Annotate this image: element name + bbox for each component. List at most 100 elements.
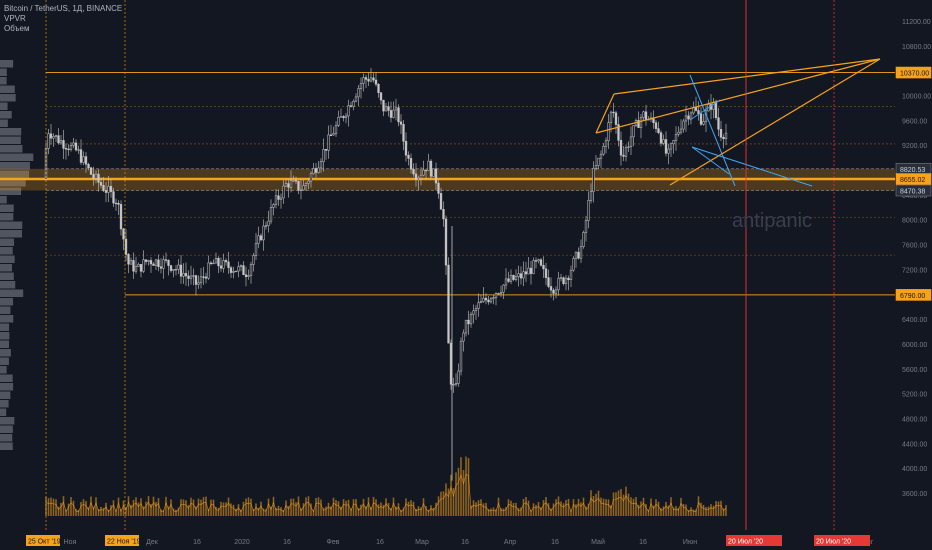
volume-bar bbox=[307, 496, 310, 516]
candle-body bbox=[142, 259, 145, 272]
volume-bar bbox=[227, 497, 230, 516]
volume-bar bbox=[687, 509, 690, 516]
symbol-title[interactable]: Bitcoin / TetherUS, 1Д, BINANCE bbox=[4, 4, 123, 13]
price-label-box bbox=[895, 66, 932, 79]
candle-body bbox=[569, 269, 573, 280]
volume-bar bbox=[600, 497, 602, 516]
candle-body bbox=[372, 77, 375, 81]
candle-body bbox=[497, 293, 500, 295]
volume-bar bbox=[135, 497, 137, 516]
time-highlight-label: 25 Окт '19 bbox=[28, 539, 61, 546]
volume-bar bbox=[50, 497, 52, 516]
candle-body bbox=[509, 275, 513, 282]
volume-bar bbox=[95, 497, 97, 516]
volume-bar bbox=[270, 506, 272, 516]
volume-bar bbox=[360, 504, 362, 516]
volume-bar bbox=[425, 506, 427, 516]
candle-body bbox=[214, 257, 218, 264]
volume-bar bbox=[272, 496, 275, 516]
candle-body bbox=[407, 154, 410, 159]
volume-bars bbox=[45, 456, 727, 516]
candle-body bbox=[197, 282, 200, 285]
volume-bar bbox=[147, 496, 150, 516]
candle-body bbox=[467, 319, 470, 325]
volume-bar bbox=[112, 500, 115, 516]
candle-body bbox=[304, 183, 308, 186]
volume-bar bbox=[172, 508, 175, 516]
volume-bar bbox=[397, 503, 400, 516]
candle-body bbox=[312, 168, 315, 174]
volume-bar bbox=[667, 505, 670, 516]
candle-body bbox=[354, 96, 358, 102]
volume-bar bbox=[685, 504, 687, 516]
candle-body bbox=[97, 173, 100, 183]
candle-body bbox=[544, 268, 548, 278]
candle-body bbox=[462, 332, 465, 342]
candle-body bbox=[399, 121, 403, 125]
candle-body bbox=[307, 180, 310, 184]
candle-body bbox=[694, 107, 698, 111]
indicator-volume[interactable]: Объем bbox=[4, 24, 30, 33]
volume-bar bbox=[315, 498, 317, 516]
candle-body bbox=[479, 301, 483, 303]
candle-body bbox=[674, 134, 678, 141]
volume-bar bbox=[310, 503, 312, 516]
vpvr-bar bbox=[0, 238, 15, 246]
candle-body bbox=[574, 251, 578, 259]
candle-body bbox=[289, 180, 293, 188]
volume-bar bbox=[475, 502, 477, 516]
volume-bar bbox=[332, 497, 335, 516]
candle-body bbox=[299, 189, 303, 192]
candle-body bbox=[249, 264, 253, 276]
candle-body bbox=[189, 275, 193, 279]
candle-body bbox=[227, 261, 230, 268]
candle-body bbox=[384, 106, 388, 112]
volume-bar bbox=[72, 500, 75, 516]
candle-body bbox=[699, 113, 703, 125]
vpvr-bar bbox=[0, 264, 13, 272]
volume-bar bbox=[277, 505, 280, 516]
volume-bar bbox=[327, 502, 330, 516]
time-tick: Ноя bbox=[64, 539, 77, 546]
volume-bar bbox=[540, 507, 542, 516]
volume-bar bbox=[527, 500, 530, 516]
volume-bar bbox=[290, 498, 292, 516]
candle-body bbox=[457, 370, 460, 384]
volume-bar bbox=[420, 507, 422, 516]
time-highlight-label: 22 Ноя '19 bbox=[107, 539, 141, 546]
vpvr-bar bbox=[0, 230, 23, 238]
volume-bar bbox=[245, 498, 247, 516]
volume-bar bbox=[190, 497, 192, 516]
vpvr-bar bbox=[0, 60, 14, 68]
volume-bar bbox=[375, 499, 377, 516]
volume-bar bbox=[720, 500, 722, 516]
volume-bar bbox=[567, 498, 570, 516]
watermark: antipanic bbox=[732, 210, 813, 232]
candle-body bbox=[107, 186, 110, 193]
blue-line bbox=[691, 146, 730, 175]
candle-body bbox=[567, 277, 570, 280]
indicator-vpvr[interactable]: VPVR bbox=[4, 14, 26, 23]
volume-bar bbox=[462, 470, 465, 516]
volume-bar bbox=[355, 499, 357, 516]
candle-body bbox=[679, 128, 683, 133]
time-axis[interactable]: НояДек16202016Фев16Мар16Апр16Май16ИюнИюл… bbox=[0, 530, 932, 550]
blue-line bbox=[691, 146, 813, 187]
vpvr-bar bbox=[0, 383, 14, 391]
candle-body bbox=[82, 156, 85, 163]
candle-body bbox=[432, 168, 435, 177]
price-axis[interactable]: 11200.0010800.0010400.0010000.009600.009… bbox=[895, 0, 932, 550]
volume-bar bbox=[415, 509, 417, 516]
candle-body bbox=[492, 297, 495, 299]
candle-body bbox=[564, 277, 568, 284]
candle-body bbox=[602, 145, 605, 155]
volume-bar bbox=[495, 509, 497, 516]
candle-body bbox=[244, 274, 248, 277]
candle-body bbox=[609, 111, 613, 123]
candle-body bbox=[89, 167, 93, 175]
vpvr-bar bbox=[0, 94, 16, 102]
candle-body bbox=[412, 168, 415, 175]
vpvr-bar bbox=[0, 221, 23, 229]
volume-bar bbox=[142, 506, 145, 516]
